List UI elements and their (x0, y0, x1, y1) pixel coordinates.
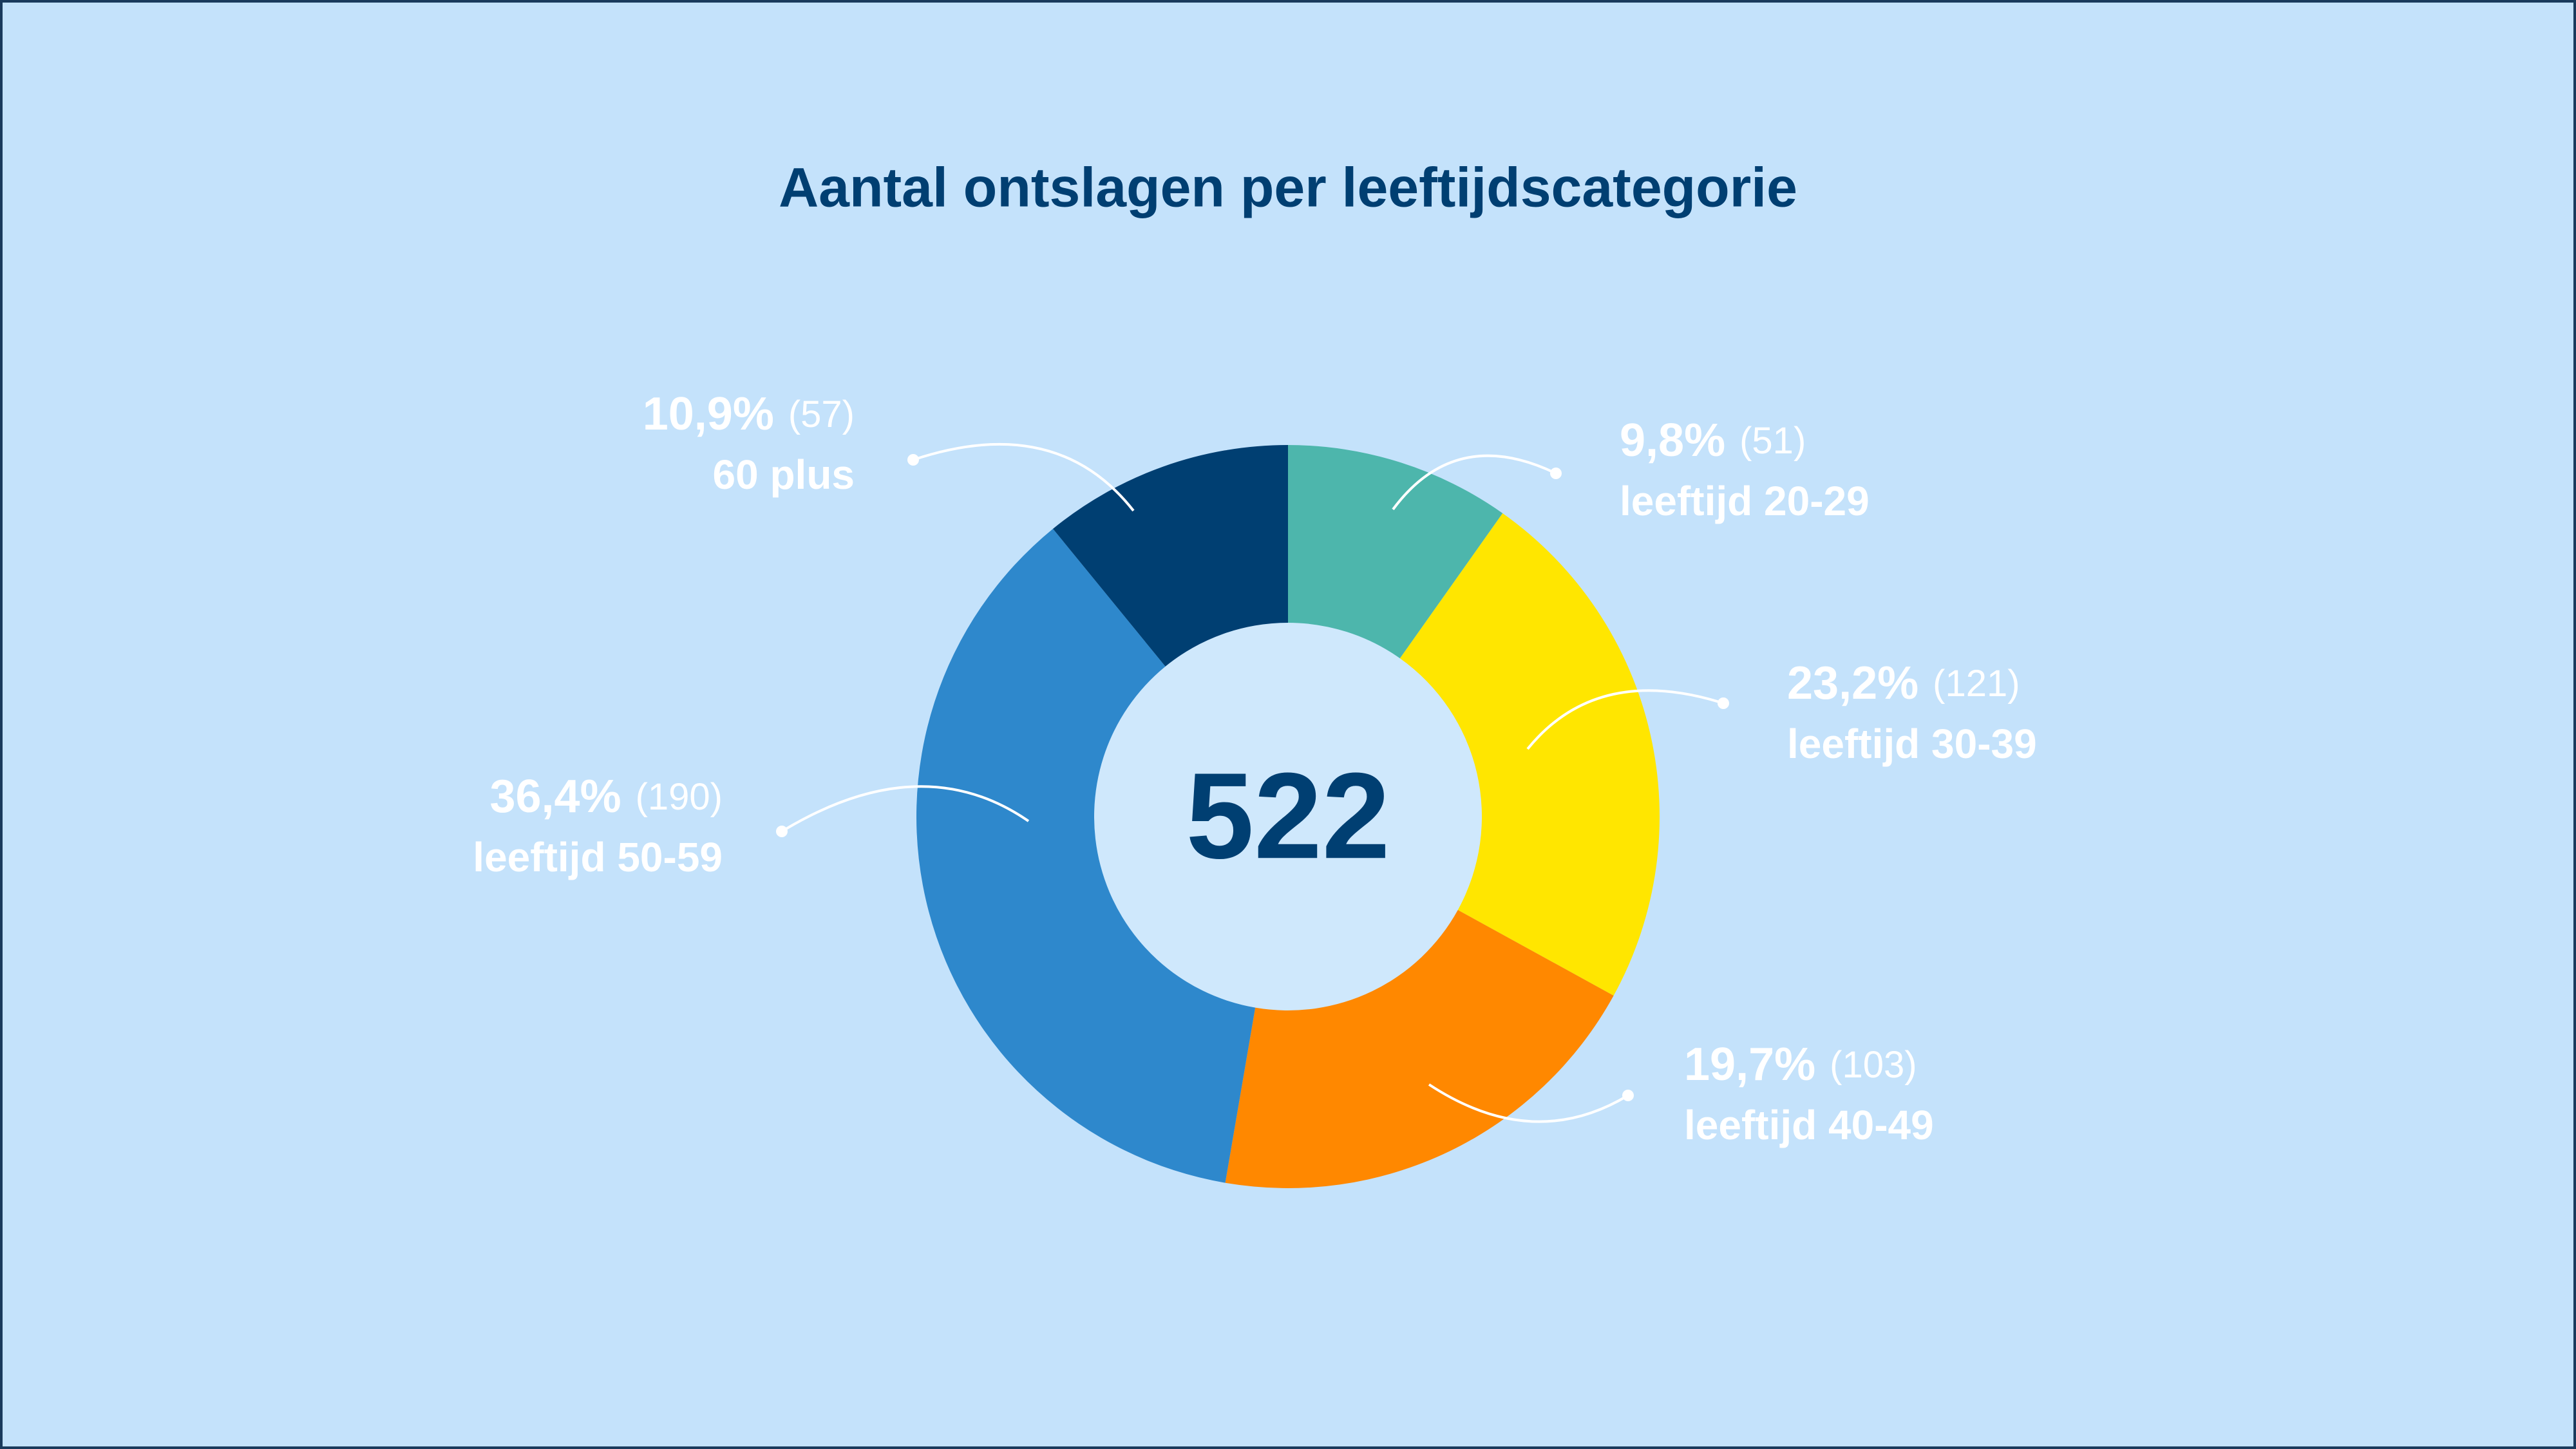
count-label: (121) (1933, 663, 2020, 705)
percent-label: 19,7% (1684, 1039, 1815, 1090)
connector-dot (776, 826, 788, 837)
chart-title: Aantal ontslagen per leeftijdscategorie (779, 157, 1797, 219)
value-label: 19,7% (103) (1684, 1039, 1917, 1090)
donut (916, 445, 1660, 1188)
category-label: 60 plus (712, 451, 855, 498)
category-label: leeftijd 50-59 (473, 834, 723, 880)
connector (781, 785, 1030, 833)
percent-label: 9,8% (1620, 415, 1725, 466)
value-label: 23,2% (121) (1787, 658, 2020, 709)
count-label: (190) (636, 776, 723, 818)
value-label: 10,9% (57) (643, 388, 855, 440)
count-label: (103) (1830, 1044, 1917, 1086)
connector (1526, 689, 1724, 750)
total: 522 (1186, 748, 1390, 884)
center-glow (1082, 611, 1494, 1023)
value-label: 36,4% (190) (489, 771, 723, 822)
percent-label: 23,2% (1787, 658, 1918, 709)
category-label: leeftijd 40-49 (1684, 1102, 1934, 1148)
connector-dot (1622, 1090, 1634, 1101)
donut-slice (1288, 445, 1503, 659)
connector (913, 442, 1135, 512)
donut-slice (1399, 513, 1660, 996)
connector (1392, 454, 1557, 511)
connector-dot (1718, 697, 1729, 709)
percent-label: 36,4% (489, 771, 621, 822)
value-label: 9,8% (51) (1620, 415, 1806, 466)
donut-slice (1053, 445, 1288, 667)
donut-slice (1225, 910, 1614, 1188)
percent-label: 10,9% (643, 388, 774, 440)
connector-dot (1550, 468, 1562, 479)
count-label: (57) (788, 393, 855, 435)
connector-dot (907, 454, 919, 466)
donut-slice (916, 529, 1256, 1183)
category-label: leeftijd 20-29 (1620, 478, 1870, 524)
category-label: leeftijd 30-39 (1787, 721, 2037, 767)
count-label: (51) (1739, 420, 1806, 462)
connector (1428, 1083, 1629, 1123)
